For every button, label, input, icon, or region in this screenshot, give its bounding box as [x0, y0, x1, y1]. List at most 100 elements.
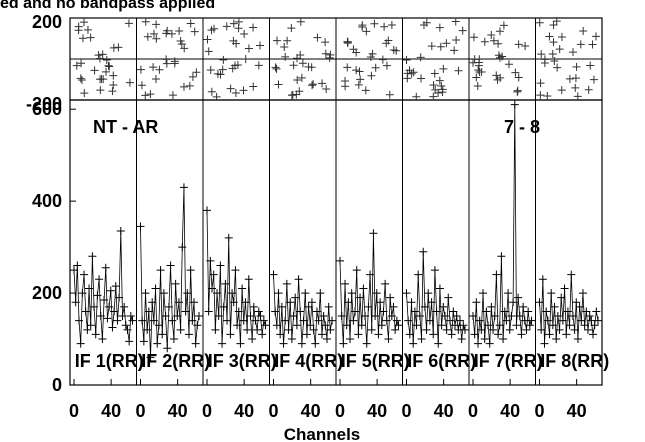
phase-point: [513, 87, 522, 96]
phase-point: [76, 74, 85, 83]
amp-point: [296, 307, 305, 316]
phase-point: [136, 65, 145, 74]
phase-point: [152, 34, 161, 43]
phase-point: [514, 73, 523, 82]
amp-point: [178, 243, 187, 252]
amp-point: [469, 312, 477, 321]
amp-point: [384, 335, 393, 344]
amp-point: [213, 289, 222, 298]
amp-series-line: [472, 104, 532, 344]
amp-point: [449, 307, 458, 316]
phase-point: [95, 54, 104, 63]
phase-point: [435, 76, 444, 85]
amp-point: [106, 286, 115, 295]
amp-point: [585, 312, 594, 321]
phase-point: [280, 43, 289, 52]
amp-point: [374, 330, 383, 339]
phase-point: [352, 48, 361, 57]
amp-point: [349, 316, 358, 325]
phase-point: [355, 67, 364, 76]
amp-point: [583, 325, 592, 334]
amp-point: [563, 307, 572, 316]
amp-point: [98, 335, 107, 344]
phase-point: [272, 64, 281, 73]
x-tick-label: 0: [69, 401, 79, 421]
phase-point: [271, 63, 280, 72]
amp-point: [341, 279, 350, 288]
amp-point: [121, 321, 130, 330]
x-tick-label: 0: [335, 401, 345, 421]
amp-point: [251, 316, 260, 325]
phase-point: [219, 55, 228, 64]
amp-point: [376, 298, 385, 307]
phase-point: [322, 84, 331, 93]
amp-series-line: [339, 233, 399, 344]
phase-point: [74, 22, 83, 31]
phase-point: [511, 68, 520, 77]
amp-point: [243, 325, 252, 334]
amp-point: [115, 293, 124, 302]
amp-point: [139, 337, 148, 346]
phase-point: [185, 81, 194, 90]
amp-point: [409, 339, 418, 348]
amp-point: [454, 325, 463, 334]
phase-point: [249, 23, 258, 32]
phase-point: [499, 21, 508, 30]
phase-point: [309, 80, 318, 89]
amp-point: [279, 339, 288, 348]
amp-point: [113, 316, 122, 325]
phase-point: [557, 86, 566, 95]
amp-point: [176, 325, 185, 334]
amp-point: [575, 302, 584, 311]
phase-point: [571, 74, 580, 83]
phase-point: [392, 46, 401, 55]
amp-point: [485, 339, 494, 348]
amp-point: [228, 289, 237, 298]
amp-point: [461, 325, 469, 334]
phase-point: [188, 72, 197, 81]
amp-point: [168, 316, 177, 325]
phase-point: [361, 86, 370, 95]
phase-point: [325, 53, 334, 62]
amp-point: [394, 321, 403, 330]
phase-point: [536, 79, 545, 88]
phase-point: [162, 55, 171, 64]
amp-point: [161, 312, 170, 321]
phase-point: [79, 18, 88, 27]
amp-point: [366, 270, 375, 279]
phase-point: [241, 55, 250, 64]
phase-point: [473, 82, 482, 91]
amp-point: [193, 321, 202, 330]
phase-point: [569, 48, 578, 57]
amp-point: [555, 325, 564, 334]
amp-point: [352, 266, 361, 275]
amp-point: [183, 289, 192, 298]
phase-point: [105, 62, 114, 71]
phase-point: [378, 55, 387, 64]
amp-point: [272, 321, 281, 330]
amp-point: [412, 321, 421, 330]
amp-point: [346, 335, 355, 344]
phase-point: [442, 39, 451, 48]
amp-point: [577, 316, 586, 325]
phase-point: [417, 74, 426, 83]
phase-point: [109, 71, 118, 80]
phase-point: [430, 69, 439, 78]
amp-point: [386, 293, 395, 302]
phase-point: [367, 71, 376, 80]
amp-y-tick-label: 0: [52, 375, 62, 395]
phase-point: [141, 17, 150, 26]
phase-point: [179, 82, 188, 91]
phase-point: [493, 75, 502, 84]
amp-point: [450, 321, 459, 330]
amp-point: [505, 325, 514, 334]
phase-point: [592, 32, 601, 41]
phase-point: [77, 59, 86, 68]
phase-point: [78, 34, 87, 43]
phase-point: [427, 42, 436, 51]
phase-point: [98, 50, 107, 59]
phase-point: [229, 19, 238, 28]
amp-point: [120, 302, 129, 311]
amp-point: [568, 312, 577, 321]
phase-point: [412, 92, 421, 101]
